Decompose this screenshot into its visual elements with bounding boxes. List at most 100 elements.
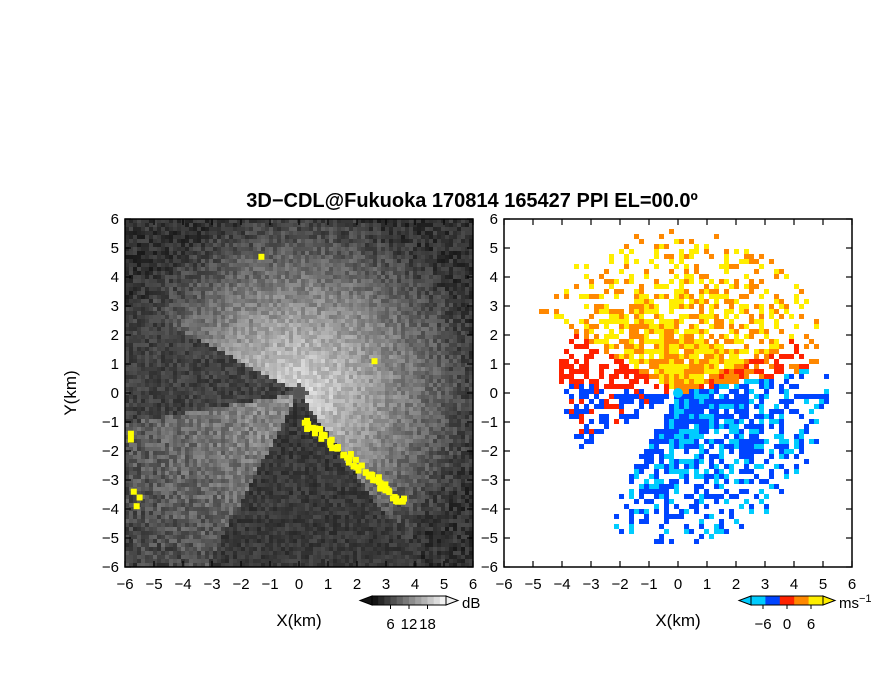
snr-pixel xyxy=(205,367,209,371)
snr-pixel xyxy=(293,219,297,223)
snr-pixel xyxy=(129,411,133,415)
snr-pixel xyxy=(193,391,197,395)
snr-pixel xyxy=(185,251,189,255)
snr-pixel xyxy=(269,231,273,235)
snr-pixel xyxy=(281,419,285,423)
snr-pixel xyxy=(301,323,305,327)
snr-pixel xyxy=(149,247,153,251)
snr-pixel xyxy=(357,383,361,387)
snr-pixel xyxy=(261,251,265,255)
snr-pixel xyxy=(169,331,173,335)
snr-pixel xyxy=(161,359,165,363)
snr-pixel xyxy=(469,371,473,375)
snr-pixel xyxy=(341,383,345,387)
snr-pixel xyxy=(289,255,293,259)
snr-pixel xyxy=(317,339,321,343)
snr-pixel xyxy=(137,219,141,223)
snr-pixel xyxy=(213,443,217,447)
snr-pixel xyxy=(249,235,253,239)
snr-pixel xyxy=(125,323,129,327)
snr-pixel xyxy=(445,351,449,355)
snr-pixel xyxy=(261,319,265,323)
snr-pixel xyxy=(157,227,161,231)
snr-pixel xyxy=(433,415,437,419)
snr-pixel xyxy=(185,403,189,407)
snr-pixel xyxy=(437,287,441,291)
snr-pixel xyxy=(433,283,437,287)
snr-pixel xyxy=(453,399,457,403)
snr-pixel xyxy=(245,439,249,443)
snr-pixel xyxy=(237,295,241,299)
snr-pixel xyxy=(301,227,305,231)
snr-pixel xyxy=(221,363,225,367)
snr-pixel xyxy=(457,407,461,411)
snr-pixel xyxy=(193,291,197,295)
snr-pixel xyxy=(241,335,245,339)
snr-pixel xyxy=(401,283,405,287)
snr-pixel xyxy=(469,247,473,251)
snr-pixel xyxy=(337,411,341,415)
snr-pixel xyxy=(325,423,329,427)
snr-pixel xyxy=(193,227,197,231)
snr-pixel xyxy=(289,235,293,239)
snr-pixel xyxy=(385,275,389,279)
snr-pixel xyxy=(333,343,337,347)
snr-pixel xyxy=(293,223,297,227)
snr-pixel xyxy=(301,371,305,375)
snr-pixel xyxy=(437,411,441,415)
snr-pixel xyxy=(161,327,165,331)
snr-pixel xyxy=(357,315,361,319)
snr-pixel xyxy=(305,383,309,387)
snr-pixel xyxy=(389,435,393,439)
snr-pixel xyxy=(445,427,449,431)
snr-pixel xyxy=(169,283,173,287)
snr-pixel xyxy=(157,359,161,363)
snr-pixel xyxy=(457,335,461,339)
snr-pixel xyxy=(337,259,341,263)
snr-pixel xyxy=(221,351,225,355)
snr-pixel xyxy=(449,347,453,351)
snr-pixel xyxy=(213,423,217,427)
snr-pixel xyxy=(329,307,333,311)
snr-pixel xyxy=(365,243,369,247)
snr-pixel xyxy=(145,307,149,311)
snr-pixel xyxy=(321,295,325,299)
snr-pixel xyxy=(349,319,353,323)
snr-pixel xyxy=(361,279,365,283)
snr-pixel xyxy=(369,271,373,275)
snr-pixel xyxy=(253,235,257,239)
snr-pixel xyxy=(189,351,193,355)
snr-pixel xyxy=(345,427,349,431)
snr-pixel xyxy=(341,275,345,279)
snr-pixel xyxy=(153,311,157,315)
snr-pixel xyxy=(177,235,181,239)
snr-pixel xyxy=(157,283,161,287)
snr-pixel xyxy=(285,303,289,307)
snr-pixel xyxy=(245,311,249,315)
snr-pixel xyxy=(305,379,309,383)
snr-pixel xyxy=(409,395,413,399)
snr-pixel xyxy=(457,259,461,263)
snr-pixel xyxy=(357,291,361,295)
snr-pixel xyxy=(417,239,421,243)
snr-pixel xyxy=(177,439,181,443)
snr-pixel xyxy=(297,343,301,347)
snr-pixel xyxy=(173,219,177,223)
snr-pixel xyxy=(369,371,373,375)
snr-pixel xyxy=(177,403,181,407)
snr-pixel xyxy=(461,247,465,251)
snr-pixel xyxy=(265,431,269,435)
snr-pixel xyxy=(441,351,445,355)
snr-pixel xyxy=(385,239,389,243)
snr-pixel xyxy=(449,279,453,283)
snr-pixel xyxy=(137,279,141,283)
snr-pixel xyxy=(417,419,421,423)
snr-pixel xyxy=(453,295,457,299)
snr-pixel xyxy=(421,415,425,419)
snr-pixel xyxy=(233,411,237,415)
snr-pixel xyxy=(145,447,149,451)
snr-pixel xyxy=(313,223,317,227)
snr-pixel xyxy=(293,387,297,391)
snr-pixel xyxy=(153,431,157,435)
snr-pixel xyxy=(241,379,245,383)
